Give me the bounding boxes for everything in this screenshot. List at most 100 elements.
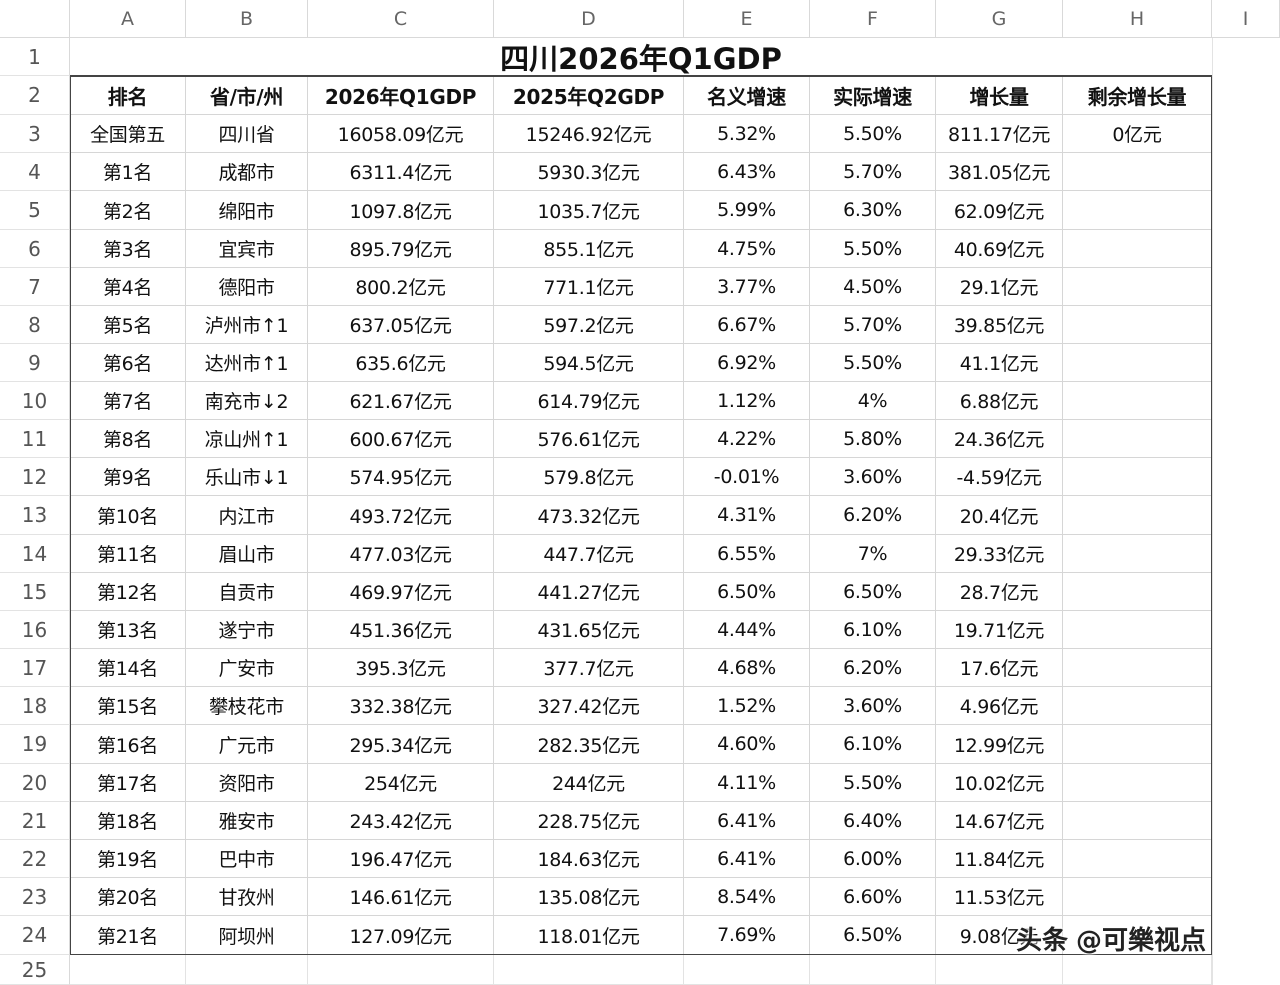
empty-cell[interactable] [684, 955, 810, 985]
row-header-1[interactable]: 1 [0, 38, 70, 76]
table-cell[interactable]: 469.97亿元 [308, 573, 494, 611]
table-cell[interactable]: 第5名 [70, 306, 186, 344]
table-cell[interactable]: 771.1亿元 [494, 268, 684, 306]
table-cell[interactable]: 南充市↓2 [186, 382, 308, 420]
table-cell[interactable]: 12.99亿元 [936, 725, 1063, 764]
table-cell[interactable]: 811.17亿元 [936, 115, 1063, 153]
row-header-18[interactable]: 18 [0, 687, 70, 725]
table-cell[interactable]: 资阳市 [186, 764, 308, 802]
header-cell[interactable]: 增长量 [936, 76, 1063, 115]
table-cell[interactable]: 24.36亿元 [936, 420, 1063, 458]
row-header-6[interactable]: 6 [0, 230, 70, 268]
table-cell[interactable]: 广安市 [186, 649, 308, 687]
table-cell[interactable]: 攀枝花市 [186, 687, 308, 725]
table-cell[interactable]: 6.41% [684, 840, 810, 878]
table-cell[interactable]: 41.1亿元 [936, 344, 1063, 382]
table-cell[interactable]: 6.30% [810, 191, 936, 230]
table-cell[interactable]: 第6名 [70, 344, 186, 382]
row-header-8[interactable]: 8 [0, 306, 70, 344]
row-header-3[interactable]: 3 [0, 115, 70, 153]
table-cell[interactable] [1063, 840, 1212, 878]
table-cell[interactable]: 40.69亿元 [936, 230, 1063, 268]
table-cell[interactable]: 20.4亿元 [936, 496, 1063, 535]
table-cell[interactable]: 594.5亿元 [494, 344, 684, 382]
table-cell[interactable]: 第7名 [70, 382, 186, 420]
table-cell[interactable] [1063, 420, 1212, 458]
table-cell[interactable]: 6.67% [684, 306, 810, 344]
column-header-h[interactable]: H [1063, 0, 1212, 38]
table-cell[interactable]: 10.02亿元 [936, 764, 1063, 802]
table-cell[interactable]: 第17名 [70, 764, 186, 802]
table-cell[interactable]: -0.01% [684, 458, 810, 496]
table-cell[interactable]: 自贡市 [186, 573, 308, 611]
table-cell[interactable] [1063, 573, 1212, 611]
table-cell[interactable] [1063, 268, 1212, 306]
table-cell[interactable]: 800.2亿元 [308, 268, 494, 306]
table-cell[interactable]: 第11名 [70, 535, 186, 573]
table-cell[interactable]: 28.7亿元 [936, 573, 1063, 611]
row-header-23[interactable]: 23 [0, 878, 70, 916]
table-cell[interactable]: 3.60% [810, 458, 936, 496]
table-cell[interactable]: 第4名 [70, 268, 186, 306]
table-cell[interactable] [1063, 153, 1212, 191]
table-cell[interactable]: 7.69% [684, 916, 810, 955]
row-header-22[interactable]: 22 [0, 840, 70, 878]
table-cell[interactable]: 4.31% [684, 496, 810, 535]
row-header-13[interactable]: 13 [0, 496, 70, 535]
table-cell[interactable]: 5.50% [810, 115, 936, 153]
table-cell[interactable]: 29.1亿元 [936, 268, 1063, 306]
table-cell[interactable]: 第19名 [70, 840, 186, 878]
table-cell[interactable]: 4.44% [684, 611, 810, 649]
table-cell[interactable]: 637.05亿元 [308, 306, 494, 344]
table-cell[interactable]: 332.38亿元 [308, 687, 494, 725]
table-cell[interactable]: 135.08亿元 [494, 878, 684, 916]
table-cell[interactable] [1063, 191, 1212, 230]
table-cell[interactable]: 127.09亿元 [308, 916, 494, 955]
table-cell[interactable]: 4.60% [684, 725, 810, 764]
table-cell[interactable]: 泸州市↑1 [186, 306, 308, 344]
row-header-12[interactable]: 12 [0, 458, 70, 496]
empty-cell[interactable] [936, 955, 1063, 985]
table-cell[interactable]: 甘孜州 [186, 878, 308, 916]
table-cell[interactable]: 597.2亿元 [494, 306, 684, 344]
table-cell[interactable]: 第3名 [70, 230, 186, 268]
row-header-16[interactable]: 16 [0, 611, 70, 649]
table-cell[interactable]: 6.50% [684, 573, 810, 611]
column-header-d[interactable]: D [494, 0, 684, 38]
table-cell[interactable]: 431.65亿元 [494, 611, 684, 649]
row-header-15[interactable]: 15 [0, 573, 70, 611]
column-header-c[interactable]: C [308, 0, 494, 38]
table-cell[interactable] [1063, 649, 1212, 687]
table-cell[interactable]: 4.96亿元 [936, 687, 1063, 725]
table-cell[interactable]: 6.20% [810, 496, 936, 535]
table-cell[interactable]: 6.41% [684, 802, 810, 840]
row-header-24[interactable]: 24 [0, 916, 70, 955]
table-cell[interactable]: 眉山市 [186, 535, 308, 573]
table-cell[interactable]: 621.67亿元 [308, 382, 494, 420]
table-cell[interactable]: -4.59亿元 [936, 458, 1063, 496]
column-header-f[interactable]: F [810, 0, 936, 38]
table-cell[interactable]: 4.50% [810, 268, 936, 306]
table-cell[interactable]: 巴中市 [186, 840, 308, 878]
table-cell[interactable]: 第18名 [70, 802, 186, 840]
table-cell[interactable]: 381.05亿元 [936, 153, 1063, 191]
table-cell[interactable]: 6.20% [810, 649, 936, 687]
table-cell[interactable]: 第14名 [70, 649, 186, 687]
table-cell[interactable]: 第15名 [70, 687, 186, 725]
table-cell[interactable]: 5.70% [810, 153, 936, 191]
row-header-2[interactable]: 2 [0, 76, 70, 115]
table-cell[interactable]: 达州市↑1 [186, 344, 308, 382]
table-cell[interactable] [1063, 764, 1212, 802]
empty-cell[interactable] [186, 955, 308, 985]
table-cell[interactable]: 0亿元 [1063, 115, 1212, 153]
table-cell[interactable]: 6.50% [810, 916, 936, 955]
table-cell[interactable]: 第1名 [70, 153, 186, 191]
table-cell[interactable]: 895.79亿元 [308, 230, 494, 268]
table-cell[interactable]: 第9名 [70, 458, 186, 496]
row-header-11[interactable]: 11 [0, 420, 70, 458]
empty-cell[interactable] [308, 955, 494, 985]
table-cell[interactable] [1063, 878, 1212, 916]
table-cell[interactable]: 第2名 [70, 191, 186, 230]
table-cell[interactable]: 内江市 [186, 496, 308, 535]
header-cell[interactable]: 2026年Q1GDP [308, 76, 494, 115]
